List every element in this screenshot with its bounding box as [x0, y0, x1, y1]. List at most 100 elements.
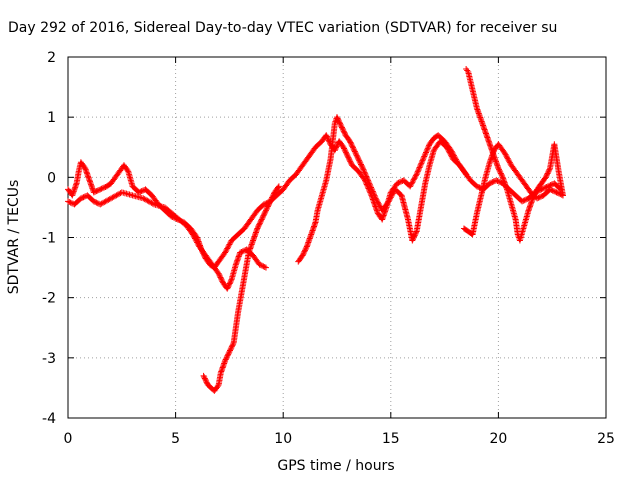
data-point — [418, 160, 425, 167]
data-point — [368, 185, 375, 192]
data-point — [424, 146, 431, 153]
data-point — [223, 355, 230, 362]
data-point — [448, 152, 455, 159]
chart-title: Day 292 of 2016, Sidereal Day-to-day VTE… — [8, 20, 558, 36]
x-axis-label: GPS time / hours — [277, 458, 394, 474]
data-point — [348, 142, 355, 149]
data-point — [137, 188, 144, 195]
data-point — [414, 168, 421, 175]
data-point — [194, 239, 201, 246]
data-point — [347, 139, 354, 146]
data-point — [226, 348, 233, 355]
data-point — [541, 185, 548, 192]
data-point — [262, 264, 269, 271]
data-point — [395, 179, 402, 186]
data-point — [338, 123, 345, 130]
data-point — [349, 143, 356, 150]
data-point — [360, 168, 367, 175]
data-point — [215, 270, 222, 277]
data-point — [548, 186, 555, 193]
data-point — [264, 204, 271, 211]
data-point — [407, 183, 414, 190]
data-point — [194, 240, 201, 247]
data-point — [360, 166, 367, 173]
data-point — [341, 145, 348, 152]
data-point — [216, 271, 223, 278]
data-point — [363, 174, 370, 181]
data-point — [203, 379, 210, 386]
data-point — [337, 120, 344, 127]
data-point — [357, 161, 364, 168]
data-point — [414, 169, 421, 176]
data-point — [387, 195, 394, 202]
data-point — [349, 144, 356, 151]
data-point — [385, 198, 392, 205]
data-point — [267, 197, 274, 204]
data-point — [347, 158, 354, 165]
data-point — [261, 210, 268, 217]
data-point — [356, 158, 363, 165]
data-point — [417, 163, 424, 170]
data-point — [549, 187, 556, 194]
data-point — [300, 249, 307, 256]
data-point — [255, 222, 262, 229]
data-point — [226, 281, 233, 288]
x-tick-label: 10 — [274, 431, 292, 447]
data-point — [445, 148, 452, 155]
data-point — [413, 171, 420, 178]
data-point — [363, 173, 370, 180]
data-point — [228, 343, 235, 350]
data-point — [346, 157, 353, 164]
data-point — [95, 186, 102, 193]
data-point — [65, 198, 71, 205]
data-point — [265, 202, 272, 209]
data-point — [369, 188, 376, 195]
data-point — [256, 261, 263, 268]
data-point — [256, 221, 263, 228]
data-point — [224, 244, 231, 251]
data-point — [268, 195, 275, 202]
data-point — [239, 248, 246, 255]
data-point — [340, 128, 347, 135]
data-point — [261, 211, 268, 218]
data-point — [534, 195, 541, 202]
data-point — [362, 172, 369, 179]
data-point — [93, 199, 100, 206]
data-point — [447, 150, 454, 157]
data-point — [101, 184, 108, 191]
data-point — [275, 183, 282, 190]
data-point — [66, 199, 73, 206]
data-point — [496, 167, 503, 174]
data-point — [335, 118, 342, 125]
data-point — [374, 199, 381, 206]
data-point — [374, 198, 381, 205]
data-point — [92, 199, 99, 206]
data-point — [544, 170, 551, 177]
data-point — [365, 177, 372, 184]
data-point — [367, 183, 374, 190]
data-point — [417, 161, 424, 168]
data-point — [473, 183, 480, 190]
data-point — [345, 154, 352, 161]
data-point — [366, 181, 373, 188]
data-point — [411, 233, 418, 240]
data-point — [497, 179, 504, 186]
data-point — [357, 160, 364, 167]
data-point — [341, 146, 348, 153]
data-point — [445, 146, 452, 153]
data-point — [228, 344, 235, 351]
data-point — [227, 277, 234, 284]
data-point — [423, 149, 430, 156]
data-point — [222, 357, 229, 364]
data-point — [263, 206, 270, 213]
data-point — [323, 133, 330, 140]
data-point — [410, 178, 417, 185]
data-point — [425, 143, 432, 150]
data-point — [543, 171, 550, 178]
data-point — [227, 279, 234, 286]
data-point — [553, 189, 560, 196]
data-point — [361, 169, 368, 176]
data-point — [149, 200, 156, 207]
data-point — [257, 262, 264, 269]
data-point — [217, 274, 224, 281]
